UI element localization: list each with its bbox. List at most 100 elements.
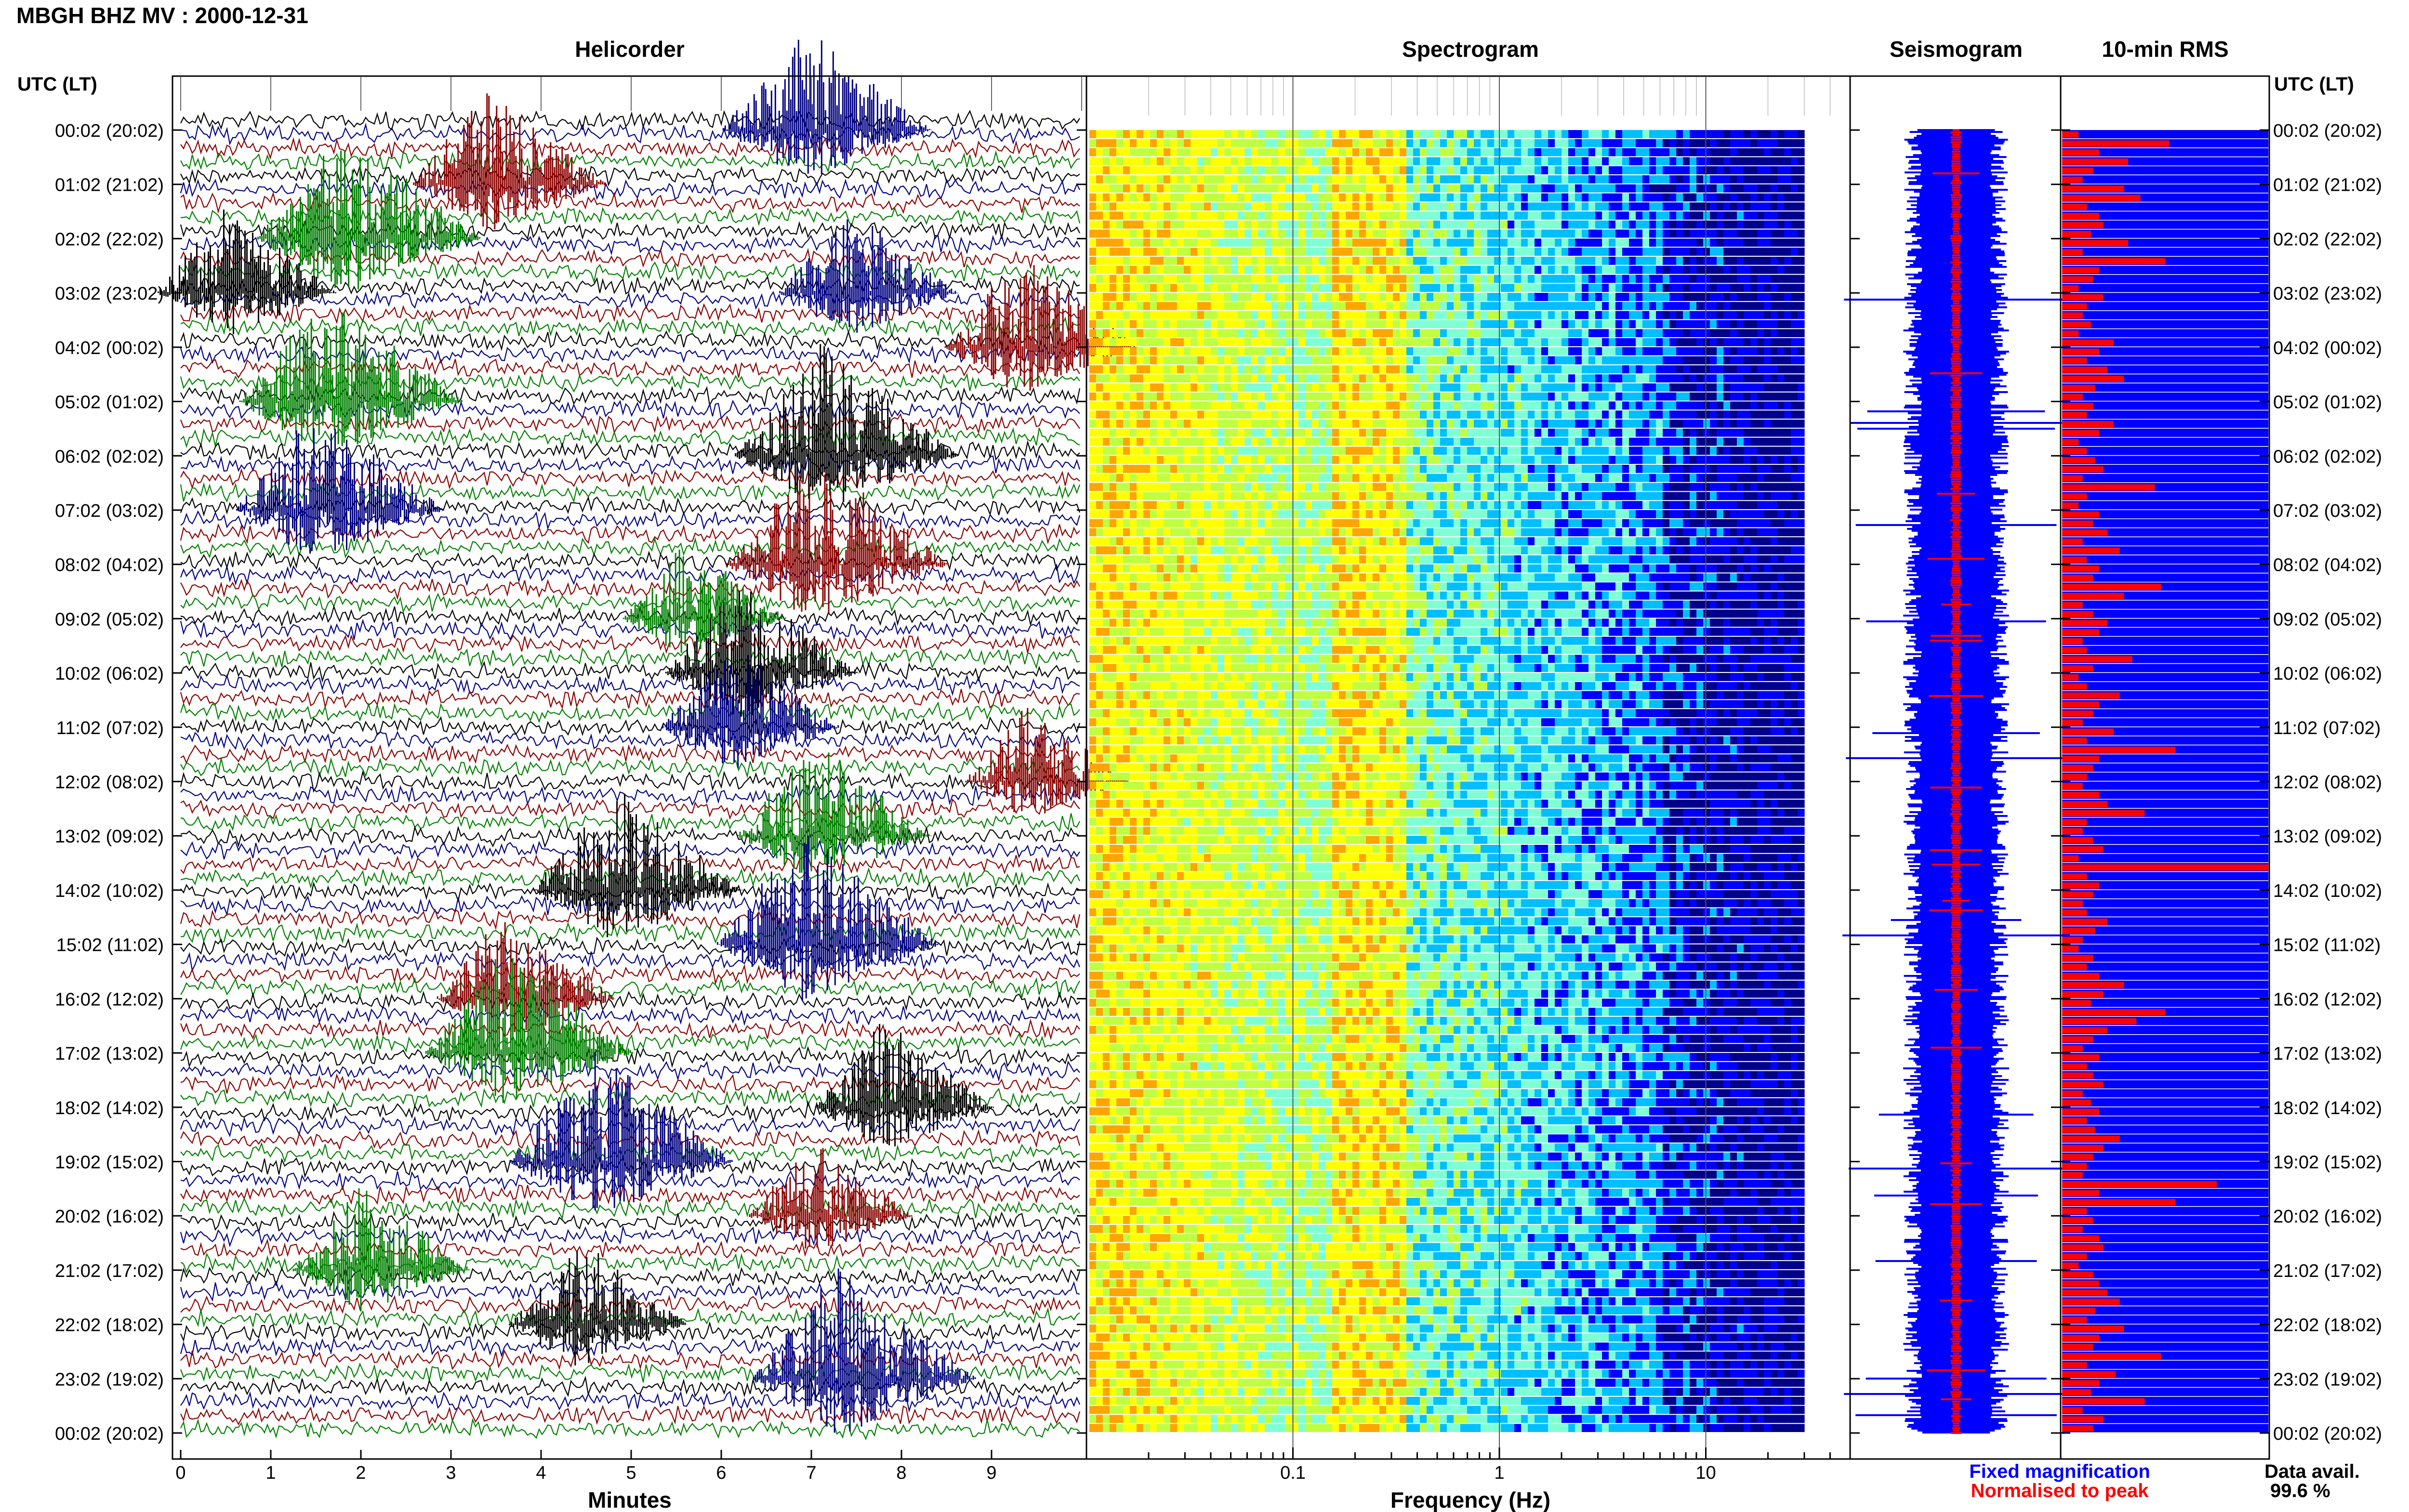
spectrogram-cell [1278,266,1285,274]
spectrogram-cell [1096,356,1103,365]
spectrogram-cell [1750,338,1758,346]
spectrogram-cell [1164,438,1171,446]
spectrogram-cell [1642,519,1650,527]
spectrogram-cell [1103,438,1110,446]
spectrogram-cell [1251,329,1258,337]
spectrogram-cell [1541,338,1549,346]
spectrogram-cell [1116,284,1124,292]
spectrogram-cell [1723,374,1731,382]
spectrogram-cell [1683,248,1690,256]
spectrogram-cell [1481,501,1488,509]
spectrogram-cell [1750,501,1758,509]
spectrogram-cell [1346,221,1353,229]
spectrogram-cell [1622,492,1629,500]
spectrogram-cell [1298,510,1306,518]
spectrogram-cell [1730,356,1737,365]
spectrogram-cell [1501,429,1508,437]
spectrogram-cell [1089,338,1097,346]
spectrogram-cell [1197,510,1204,518]
spectrogram-cell [1400,420,1407,428]
spectrogram-cell [1116,438,1124,446]
spectrogram-cell [1777,338,1785,346]
spectrogram-cell [1717,456,1724,464]
spectrogram-cell [1325,474,1333,482]
spectrogram-cell [1568,447,1575,455]
spectrogram-cell [1150,293,1157,301]
spectrogram-cell [1150,465,1157,473]
spectrogram-cell [1224,492,1231,500]
spectrogram-cell [1211,492,1218,500]
spectrogram-cell [1143,429,1151,437]
spectrogram-cell [1346,420,1353,428]
spectrogram-cell [1339,248,1346,256]
spectrogram-cell [1723,221,1731,229]
spectrogram-cell [1481,402,1488,410]
spectrogram-cell [1231,311,1238,319]
spectrogram-cell [1373,329,1380,337]
spectrogram-cell [1379,456,1387,464]
spectrogram-cell [1130,266,1137,274]
spectrogram-cell [1278,157,1285,165]
spectrogram-cell [1103,338,1110,346]
spectrogram-cell [1191,356,1198,365]
spectrogram-cell [1615,284,1623,292]
spectrogram-cell [1137,429,1144,437]
spectrogram-cell [1157,356,1164,365]
spectrogram-cell [1352,211,1360,220]
spectrogram-cell [1413,211,1420,220]
spectrogram-cell [1184,447,1191,455]
spectrogram-cell [1467,492,1474,500]
spectrogram-cell [1528,130,1535,138]
spectrogram-cell [1535,275,1542,283]
spectrogram-cell [1130,248,1137,256]
spectrogram-cell [1669,474,1677,482]
spectrogram-cell [1164,374,1171,382]
spectrogram-cell [1325,465,1333,473]
spectrogram-cell [1481,139,1488,147]
spectrogram-cell [1130,438,1137,446]
spectrogram-cell [1454,311,1461,319]
spectrogram-cell [1555,537,1562,545]
spectrogram-cell [1757,194,1764,202]
spectrogram-cell [1750,483,1758,491]
spectrogram-cell [1164,465,1171,473]
spectrogram-cell [1750,465,1758,473]
spectrogram-cell [1413,528,1420,537]
spectrogram-cell [1191,501,1198,509]
spectrogram-cell [1400,410,1407,419]
spectrogram-cell [1764,293,1771,301]
spectrogram-cell [1487,365,1495,373]
spectrogram-cell [1568,211,1575,220]
spectrogram-cell [1454,456,1461,464]
spectrogram-cell [1744,157,1751,165]
spectrogram-cell [1359,302,1366,310]
spectrogram-cell [1103,211,1110,220]
spectrogram-cell [1737,302,1744,310]
spectrogram-cell [1454,402,1461,410]
spectrogram-cell [1157,166,1164,174]
spectrogram-cell [1116,257,1124,265]
spectrogram-cell [1352,238,1360,247]
spectrogram-cell [1420,130,1427,138]
spectrogram-cell [1150,248,1157,256]
spectrogram-cell [1251,148,1258,157]
spectrogram-cell [1521,501,1528,509]
spectrogram-cell [1413,248,1420,256]
spectrogram-cell [1683,347,1690,355]
spectrogram-cell [1143,483,1151,491]
spectrogram-cell [1184,510,1191,518]
spectrogram-cell [1103,175,1110,184]
spectrogram-cell [1359,347,1366,355]
spectrogram-cell [1535,194,1542,202]
spectrogram-cell [1379,383,1387,392]
spectrogram-cell [1481,519,1488,527]
spectrogram-cell [1305,175,1312,184]
spectrogram-cell [1379,211,1387,220]
spectrogram-cell [1224,510,1231,518]
spectrogram-cell [1454,148,1461,157]
spectrogram-cell [1130,166,1137,174]
spectrogram-cell [1757,211,1764,220]
spectrogram-cell [1366,456,1373,464]
spectrogram-cell [1622,221,1629,229]
spectrogram-cell [1514,528,1522,537]
